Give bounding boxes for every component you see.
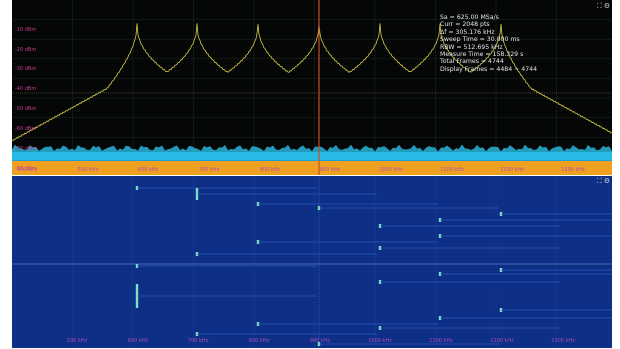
spectrum-plot <box>12 0 612 175</box>
noise-floor-band <box>12 144 612 175</box>
x-label: 1100 kHz <box>429 338 453 344</box>
x-label: 1300 kHz <box>561 167 585 173</box>
waterfall-plot <box>12 176 612 348</box>
frequency-step-text: Δf = 305.176 kHz <box>440 28 495 36</box>
sample-rate-text: Sa = 625.00 MSa/s <box>440 14 499 21</box>
spectrum-panel[interactable]: -10 dBm -20 dBm -30 dBm -40 dBm -50 dBm … <box>12 0 612 175</box>
y-label: -80 dBm <box>15 166 37 172</box>
x-label: 1000 kHz <box>368 338 392 344</box>
y-label: -50 dBm <box>15 106 37 112</box>
x-label: 900 kHz <box>309 338 331 344</box>
spectrum-controls: ⛶ ⚙ <box>595 2 610 10</box>
x-label: 600 kHz <box>137 167 159 173</box>
y-label: -60 dBm <box>15 126 37 132</box>
total-frames-text: Total Frames = 4744 <box>440 58 504 66</box>
y-label: -10 dBm <box>15 27 37 33</box>
x-label: 1200 kHz <box>490 338 514 344</box>
waterfall-signals <box>135 186 612 346</box>
x-label: 500 kHz <box>77 167 99 173</box>
x-label: 800 kHz <box>259 167 281 173</box>
expand-icon[interactable]: ⛶ <box>596 177 602 185</box>
x-label: 1000 kHz <box>379 167 403 173</box>
waterfall-controls: ⛶ ⚙ <box>595 177 610 185</box>
x-label: 1300 kHz <box>551 338 575 344</box>
x-label: 800 kHz <box>248 338 270 344</box>
measurement-info: Sa = 625.00 MSa/s Curr = 2048 pts Δf = 3… <box>440 14 537 73</box>
current-points-text: Curr = 2048 pts <box>440 21 490 29</box>
gear-icon[interactable]: ⚙ <box>603 177 610 185</box>
y-label: -40 dBm <box>15 86 37 92</box>
x-label: 900 kHz <box>319 167 341 173</box>
x-label: 1100 kHz <box>440 167 464 173</box>
expand-icon[interactable]: ⛶ <box>596 2 602 10</box>
gear-icon[interactable]: ⚙ <box>603 2 610 10</box>
x-label: 400 kHz <box>16 167 38 173</box>
y-label: -20 dBm <box>15 47 37 53</box>
y-label: -30 dBm <box>15 66 37 72</box>
sweep-time-text: Sweep Time = 30.000 ms <box>440 36 520 44</box>
x-label: 600 kHz <box>127 338 149 344</box>
waterfall-panel[interactable]: 500 kHz 600 kHz 700 kHz 800 kHz 900 kHz … <box>12 176 612 348</box>
measure-time-text: Measure Time = 158.329 s <box>440 51 524 59</box>
x-label: 500 kHz <box>66 338 88 344</box>
x-label: 700 kHz <box>198 167 220 173</box>
x-label: 1200 kHz <box>500 167 524 173</box>
rbw-text: RBW = 512.695 kHz <box>440 43 503 51</box>
x-label: 700 kHz <box>187 338 209 344</box>
display-frames-text: Display Frames = 4484 ~ 4744 <box>440 65 538 73</box>
y-label: -70 dBm <box>15 146 37 152</box>
spectrum-trace <box>12 23 612 142</box>
waterfall-grid <box>72 176 557 348</box>
